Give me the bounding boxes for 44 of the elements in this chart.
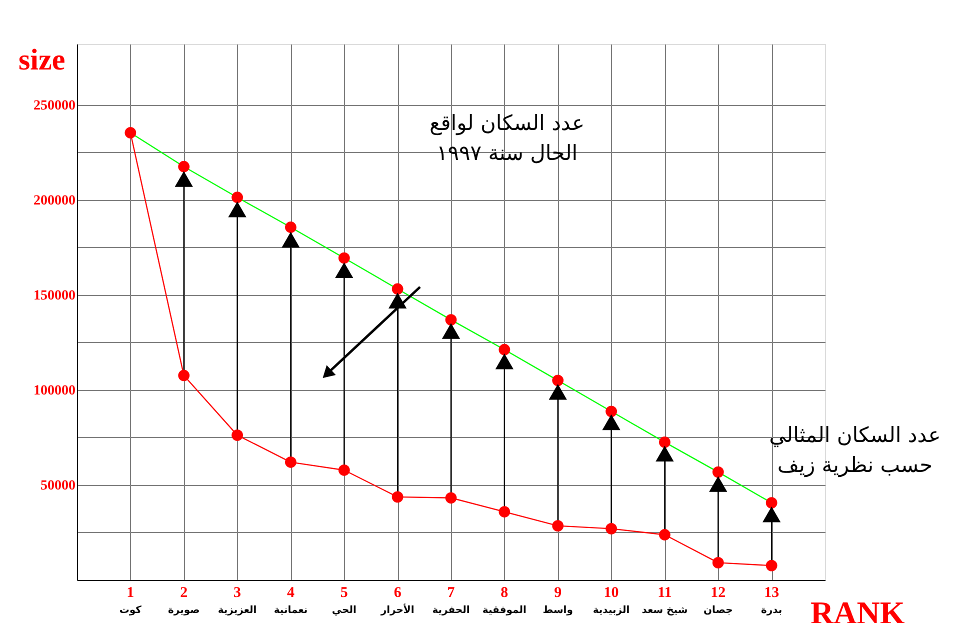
point <box>285 222 296 233</box>
point <box>498 506 510 518</box>
point <box>124 127 136 138</box>
point <box>392 283 404 295</box>
point <box>445 492 457 504</box>
point <box>762 506 781 522</box>
point <box>659 436 670 448</box>
point <box>659 529 670 540</box>
point <box>548 384 567 400</box>
point <box>228 201 246 218</box>
point <box>552 520 564 532</box>
y-tick-label: 50000 <box>40 478 76 494</box>
point <box>232 192 243 204</box>
point <box>498 344 510 356</box>
point <box>178 160 190 172</box>
point <box>338 464 350 476</box>
point <box>606 406 617 418</box>
y-tick-label: 250000 <box>34 98 76 114</box>
point <box>285 456 296 468</box>
point <box>495 354 514 370</box>
y-tick-label: 100000 <box>34 383 76 398</box>
point <box>552 374 564 386</box>
point <box>282 232 300 248</box>
annotation: عدد السكان المثالي حسب نظرية زيف <box>769 423 941 478</box>
point <box>602 414 620 430</box>
point <box>709 476 728 492</box>
point <box>712 557 724 568</box>
point <box>338 252 350 264</box>
y-tick-label: 150000 <box>34 288 76 304</box>
y-axis-title: size <box>18 44 66 76</box>
point <box>656 446 674 462</box>
point <box>442 323 460 339</box>
point <box>335 262 354 278</box>
point <box>174 171 193 187</box>
point <box>445 314 457 326</box>
point <box>232 429 243 441</box>
point <box>766 497 778 509</box>
annotation: عدد السكان لواقع الحال سنة ١٩٩٧ <box>430 111 584 165</box>
point <box>178 370 190 382</box>
point <box>606 522 617 534</box>
point <box>392 491 404 503</box>
y-tick-label: 200000 <box>34 193 76 208</box>
point <box>712 466 724 478</box>
point <box>766 560 778 572</box>
